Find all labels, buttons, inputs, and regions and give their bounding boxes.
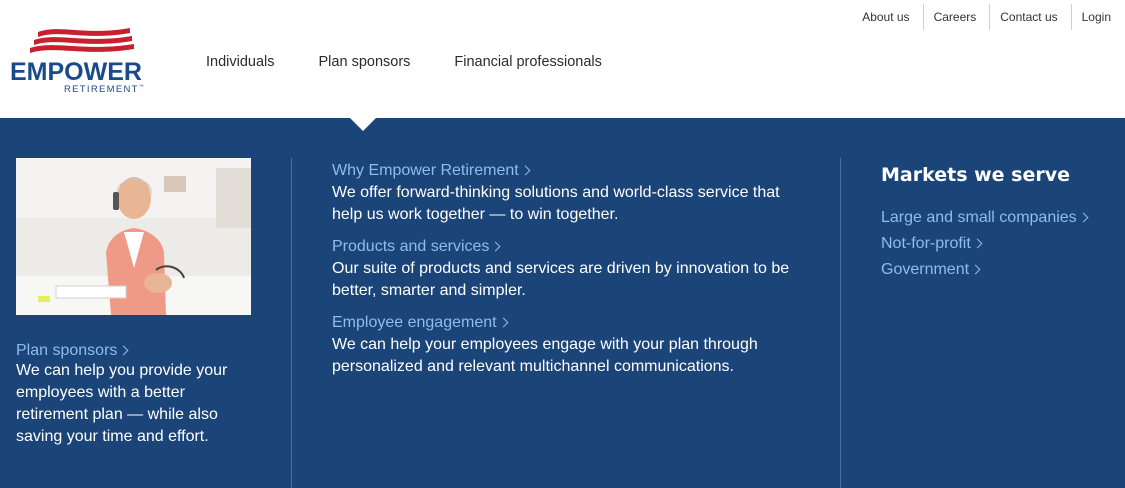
chevron-right-icon [490,241,501,252]
feature-column: Plan sponsors We can help you provide yo… [16,342,256,448]
careers-link[interactable]: Careers [924,4,991,30]
feature-description: We can help you provide your employees w… [16,362,228,445]
feature-photo [16,158,251,315]
main-nav: Individuals Plan sponsors Financial prof… [206,52,646,72]
chevron-right-icon [520,165,531,176]
nav-individuals[interactable]: Individuals [206,54,275,70]
contact-us-link[interactable]: Contact us [990,4,1072,30]
menu-item-description: We can help your employees engage with y… [332,336,758,375]
column-divider [840,158,841,488]
active-nav-pointer [350,118,376,131]
menu-items-column: Why Empower Retirement We offer forward-… [332,162,802,390]
empower-logo[interactable]: EMPOWER RETIREMENT™ [10,26,145,96]
government-link[interactable]: Government [881,260,1121,280]
chevron-right-icon [118,345,129,356]
menu-item: Why Empower Retirement We offer forward-… [332,162,802,226]
mega-menu-panel: Plan sponsors We can help you provide yo… [0,118,1125,488]
markets-column: Markets we serve Large and small compani… [881,164,1121,286]
chevron-right-icon [970,264,981,275]
logo-subtitle: RETIREMENT™ [64,84,144,95]
column-divider [291,158,292,488]
large-small-companies-link[interactable]: Large and small companies [881,208,1121,228]
why-empower-link[interactable]: Why Empower Retirement [332,162,531,182]
utility-nav: About us Careers Contact us Login [852,4,1125,30]
chevron-right-icon [1078,212,1089,223]
not-for-profit-link[interactable]: Not-for-profit [881,234,1121,254]
products-services-link[interactable]: Products and services [332,238,501,258]
menu-item-description: Our suite of products and services are d… [332,260,790,299]
plan-sponsors-feature-link[interactable]: Plan sponsors [16,342,129,360]
employee-engagement-link[interactable]: Employee engagement [332,314,509,334]
flag-icon [30,28,134,53]
nav-financial-professionals[interactable]: Financial professionals [454,54,602,70]
markets-heading: Markets we serve [881,164,1071,186]
photo-woman-on-phone-icon [16,158,251,315]
menu-item-description: We offer forward-thinking solutions and … [332,184,780,223]
logo-wordmark: EMPOWER [10,58,142,86]
site-header: EMPOWER RETIREMENT™ About us Careers Con… [0,0,1125,118]
menu-item: Products and services Our suite of produ… [332,238,802,302]
menu-item: Employee engagement We can help your emp… [332,314,802,378]
nav-plan-sponsors[interactable]: Plan sponsors [318,54,411,70]
login-link[interactable]: Login [1081,10,1111,24]
about-us-link[interactable]: About us [852,4,924,30]
chevron-right-icon [498,317,509,328]
chevron-right-icon [972,238,983,249]
